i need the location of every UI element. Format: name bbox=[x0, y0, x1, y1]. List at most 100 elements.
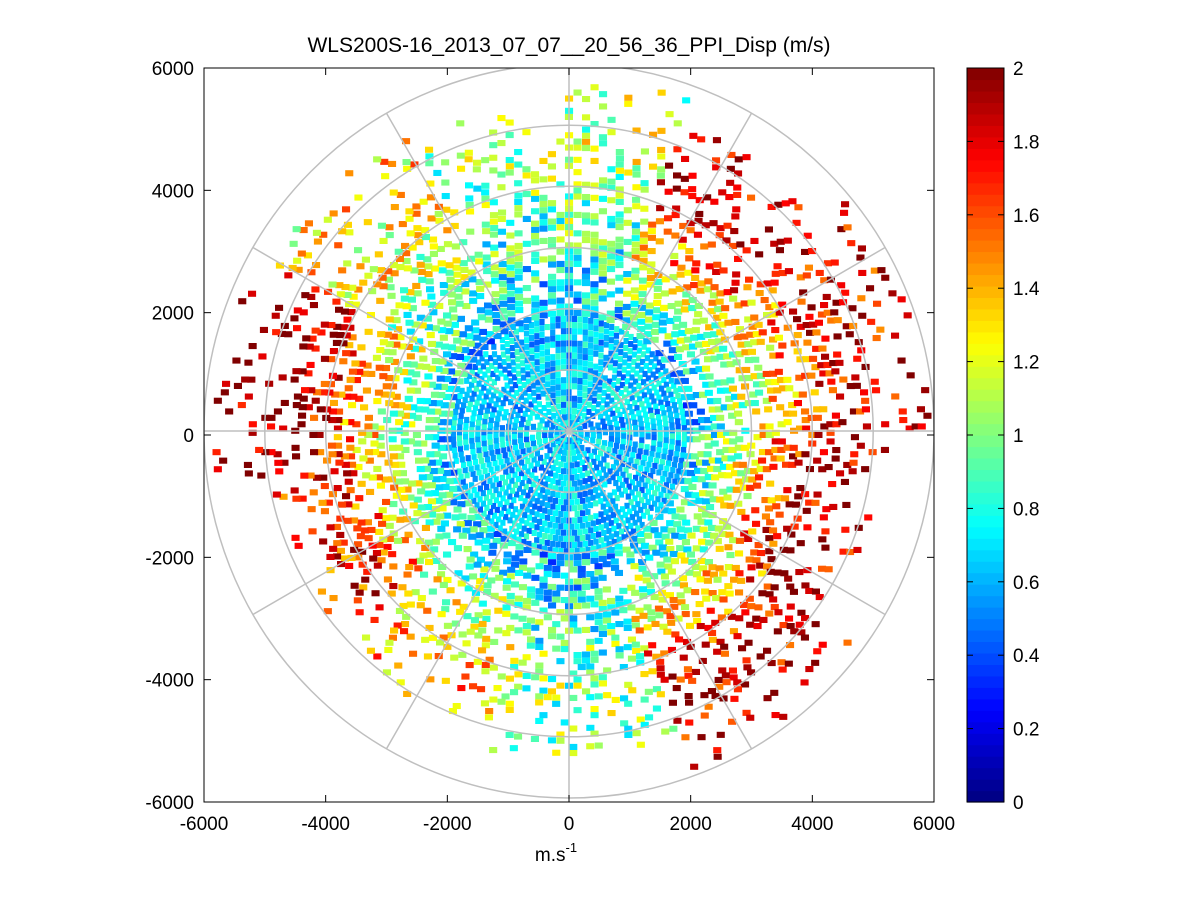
ppi-cell bbox=[536, 518, 543, 525]
ppi-cell bbox=[646, 461, 652, 468]
ppi-cell bbox=[677, 463, 683, 470]
colorbar-step bbox=[967, 182, 1004, 195]
ppi-cell bbox=[395, 444, 404, 451]
ppi-cell bbox=[563, 462, 569, 469]
ppi-cell bbox=[370, 423, 379, 430]
ppi-cell bbox=[647, 609, 656, 616]
ppi-cell bbox=[445, 328, 454, 335]
ppi-cell bbox=[483, 351, 489, 358]
ppi-cell bbox=[670, 467, 676, 474]
ppi-cell bbox=[663, 426, 669, 433]
ppi-cell bbox=[637, 318, 646, 325]
ppi-cell bbox=[593, 325, 599, 332]
ppi-cell bbox=[582, 267, 591, 274]
ppi-cell bbox=[530, 177, 539, 184]
ppi-cell bbox=[550, 335, 556, 342]
ppi-cell bbox=[438, 563, 447, 570]
ppi-cell bbox=[827, 378, 836, 385]
ppi-cell bbox=[404, 343, 413, 350]
ppi-cell bbox=[635, 362, 641, 369]
ppi-cell bbox=[602, 409, 608, 416]
ppi-cell bbox=[782, 461, 791, 468]
ppi-cell bbox=[620, 460, 626, 467]
ppi-cell bbox=[555, 334, 561, 341]
ppi-cell bbox=[683, 284, 692, 291]
ppi-cell bbox=[343, 291, 352, 298]
ppi-cell bbox=[550, 405, 556, 412]
ppi-cell bbox=[479, 403, 485, 410]
ppi-cell bbox=[299, 395, 308, 402]
ppi-cell bbox=[805, 313, 814, 320]
ppi-cell bbox=[607, 597, 616, 604]
ppi-cell bbox=[484, 302, 493, 309]
ppi-cell bbox=[472, 363, 478, 370]
ppi-cell bbox=[431, 434, 440, 441]
ppi-cell bbox=[403, 404, 412, 411]
ppi-cell bbox=[573, 254, 582, 261]
ppi-cell bbox=[516, 536, 522, 543]
ppi-cell bbox=[666, 477, 672, 484]
ppi-cell bbox=[598, 270, 607, 277]
ppi-cell bbox=[346, 487, 355, 494]
ppi-cell bbox=[560, 328, 567, 335]
ppi-cell bbox=[396, 453, 405, 460]
ppi-cell bbox=[478, 389, 484, 396]
ppi-cell bbox=[744, 357, 753, 364]
ppi-cell bbox=[454, 403, 460, 410]
ppi-cell bbox=[622, 317, 631, 324]
ppi-cell bbox=[348, 368, 357, 375]
ppi-cell bbox=[801, 615, 810, 622]
ppi-cell bbox=[420, 571, 429, 578]
ppi-cell bbox=[777, 438, 786, 445]
ppi-cell bbox=[474, 372, 480, 379]
ppi-cell bbox=[651, 384, 657, 391]
ppi-cell bbox=[435, 484, 444, 491]
ppi-cell bbox=[667, 646, 676, 653]
ppi-cell bbox=[514, 180, 523, 187]
ppi-cell bbox=[631, 589, 640, 596]
ppi-cell bbox=[772, 503, 781, 510]
ppi-cell bbox=[298, 495, 307, 502]
ppi-cell bbox=[615, 385, 621, 392]
ppi-cell bbox=[689, 461, 698, 468]
ppi-cell bbox=[503, 395, 509, 402]
ppi-cell bbox=[617, 363, 623, 370]
ppi-cell bbox=[464, 585, 473, 592]
ppi-cell bbox=[614, 437, 620, 444]
ppi-cell bbox=[644, 331, 653, 338]
ppi-cell bbox=[593, 363, 599, 370]
ppi-cell bbox=[595, 518, 602, 525]
ppi-cell bbox=[603, 361, 609, 368]
ppi-cell bbox=[518, 659, 527, 666]
ppi-cell bbox=[334, 451, 343, 458]
ppi-cell bbox=[529, 472, 535, 479]
ppi-cell bbox=[591, 397, 598, 404]
ppi-cell bbox=[645, 498, 651, 505]
ppi-cell bbox=[776, 238, 785, 245]
ppi-cell bbox=[594, 588, 603, 595]
colorbar-step bbox=[967, 308, 1004, 321]
ppi-cell bbox=[362, 634, 371, 641]
ppi-cell bbox=[639, 257, 648, 264]
ppi-cell bbox=[333, 434, 342, 441]
ppi-cell bbox=[580, 497, 586, 504]
ppi-cell bbox=[480, 343, 489, 350]
colorbar-step bbox=[967, 629, 1004, 643]
ppi-cell bbox=[561, 383, 567, 390]
ppi-cell bbox=[489, 199, 498, 206]
ppi-cell bbox=[336, 547, 345, 554]
ppi-cell bbox=[673, 521, 682, 528]
ppi-cell bbox=[550, 398, 556, 405]
ppi-cell bbox=[674, 615, 683, 622]
ppi-cell bbox=[714, 406, 723, 413]
ppi-cell bbox=[491, 512, 498, 519]
ppi-cell bbox=[695, 601, 704, 608]
ppi-cell bbox=[577, 479, 583, 486]
ppi-cell bbox=[720, 336, 729, 343]
ppi-cell bbox=[632, 463, 638, 470]
ppi-cell bbox=[608, 343, 614, 350]
ppi-cell bbox=[490, 503, 497, 510]
ppi-cell bbox=[795, 621, 804, 628]
ppi-cell bbox=[426, 676, 435, 683]
ppi-cell bbox=[483, 412, 489, 419]
